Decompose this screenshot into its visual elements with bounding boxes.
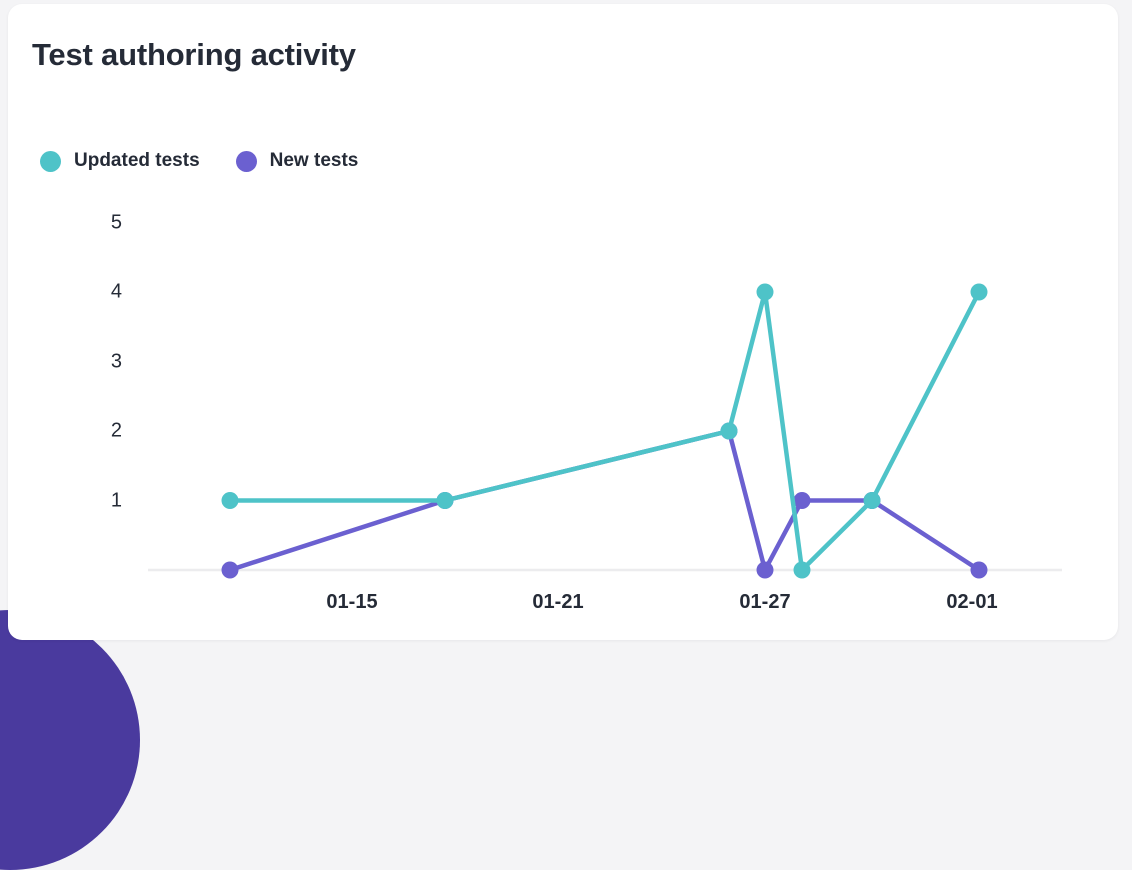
data-point[interactable]	[756, 561, 774, 579]
legend-swatch-updated-tests	[40, 150, 61, 172]
chart-card: Test authoring activity Updated tests Ne…	[8, 4, 1118, 640]
series-updated-tests	[221, 283, 988, 579]
y-tick-label: 2	[110, 419, 122, 442]
series-line	[227, 428, 982, 573]
series-layer	[221, 283, 988, 579]
series-line	[227, 289, 982, 573]
data-point[interactable]	[221, 492, 239, 509]
series-new-tests	[221, 422, 988, 579]
data-point[interactable]	[720, 422, 738, 440]
legend-item-updated-tests[interactable]: Updated tests	[40, 150, 200, 172]
data-point[interactable]	[863, 492, 881, 509]
chart-legend: Updated tests New tests	[40, 150, 358, 172]
x-tick-label: 01-21	[532, 591, 584, 613]
data-point[interactable]	[756, 283, 774, 301]
y-tick-label: 3	[110, 350, 122, 372]
data-point[interactable]	[221, 561, 239, 579]
y-tick-label: 5	[110, 211, 122, 233]
data-point[interactable]	[793, 492, 811, 509]
plot-area: 5 4 3 2 1 01-15 01-21 01-27 02-01	[8, 4, 1118, 640]
legend-swatch-new-tests	[235, 150, 257, 172]
x-tick-label: 01-27	[739, 591, 791, 613]
data-point[interactable]	[970, 561, 988, 579]
data-point[interactable]	[970, 283, 988, 301]
x-tick-label: 02-01	[946, 591, 998, 613]
y-tick-label: 1	[110, 489, 122, 511]
page-title: Test authoring activity	[32, 37, 356, 72]
line-chart-svg	[148, 283, 1062, 579]
decorative-corner-circle	[0, 610, 140, 870]
data-point[interactable]	[793, 561, 811, 579]
data-point[interactable]	[436, 492, 454, 509]
legend-label-updated-tests: Updated tests	[74, 150, 200, 171]
x-tick-label: 01-15	[326, 591, 378, 613]
data-point[interactable]	[863, 492, 881, 509]
data-point[interactable]	[436, 492, 454, 509]
data-point[interactable]	[720, 422, 738, 440]
y-tick-label: 4	[110, 280, 122, 303]
legend-label-new-tests: New tests	[269, 150, 359, 171]
legend-item-new-tests[interactable]: New tests	[235, 150, 359, 172]
